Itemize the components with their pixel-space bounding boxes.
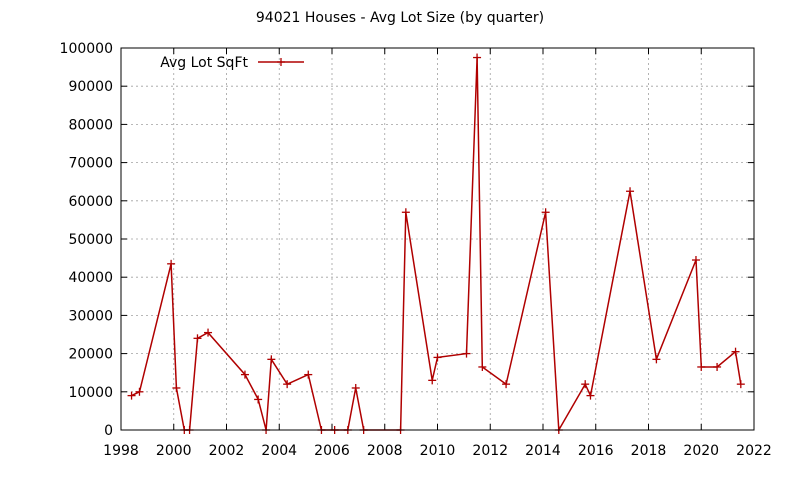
y-tick-label: 70000 <box>68 156 113 172</box>
data-point <box>652 355 661 364</box>
data-point <box>731 347 740 356</box>
data-point <box>713 362 722 371</box>
data-point <box>304 370 313 379</box>
y-tick-label: 50000 <box>68 232 113 248</box>
y-tick-label: 0 <box>104 423 113 439</box>
y-tick-label: 60000 <box>68 194 113 210</box>
chart-title: 94021 Houses - Avg Lot Size (by quarter) <box>256 10 544 26</box>
x-tick-label: 2018 <box>631 443 667 459</box>
x-tick-label: 1998 <box>103 443 139 459</box>
y-tick-label: 40000 <box>68 270 113 286</box>
data-point <box>167 259 176 268</box>
data-point <box>502 380 511 389</box>
x-tick-label: 2006 <box>314 443 350 459</box>
legend-marker-cross <box>277 58 285 66</box>
data-point <box>433 353 442 362</box>
data-point <box>473 53 482 62</box>
data-point <box>283 380 292 389</box>
data-point <box>254 395 263 404</box>
data-point <box>581 380 590 389</box>
legend-swatch-marker <box>277 58 285 66</box>
data-point <box>135 387 144 396</box>
grid-lines <box>120 47 755 431</box>
legend: Avg Lot SqFt <box>160 55 304 71</box>
legend-label-avg-lot-sqft: Avg Lot SqFt <box>160 55 248 71</box>
data-point <box>351 383 360 392</box>
y-tick-label: 90000 <box>68 79 113 95</box>
data-point <box>240 370 249 379</box>
data-point <box>478 362 487 371</box>
data-point <box>691 256 700 265</box>
y-tick-label: 20000 <box>68 347 113 363</box>
data-point <box>401 208 410 217</box>
y-tick-label: 80000 <box>68 117 113 133</box>
data-point <box>462 349 471 358</box>
x-tick-label: 2004 <box>261 443 297 459</box>
data-point <box>127 391 136 400</box>
data-point <box>172 383 181 392</box>
data-point <box>267 355 276 364</box>
x-tick-label: 2020 <box>683 443 719 459</box>
data-point <box>204 328 213 337</box>
data-point <box>586 391 595 400</box>
data-point <box>428 376 437 385</box>
y-tick-label: 100000 <box>60 41 113 57</box>
series-line-0 <box>131 57 742 433</box>
x-tick-label: 2008 <box>367 443 403 459</box>
data-point <box>193 334 202 343</box>
y-tick-label: 30000 <box>68 308 113 324</box>
x-tick-label: 2000 <box>156 443 192 459</box>
axis-tick-labels: 0 10000 20000 30000 40000 50000 60000 70000 8000… <box>60 41 772 459</box>
data-point <box>626 187 635 196</box>
y-tick-label: 10000 <box>68 385 113 401</box>
x-tick-label: 2022 <box>736 443 772 459</box>
series-layer <box>127 53 745 434</box>
x-tick-label: 2010 <box>420 443 456 459</box>
x-tick-label: 2014 <box>525 443 561 459</box>
data-point <box>541 208 550 217</box>
data-point <box>736 380 745 389</box>
x-tick-label: 2016 <box>578 443 614 459</box>
plot-frame <box>120 47 755 431</box>
data-point <box>697 362 706 371</box>
x-tick-label: 2012 <box>472 443 508 459</box>
x-tick-label: 2002 <box>209 443 245 459</box>
